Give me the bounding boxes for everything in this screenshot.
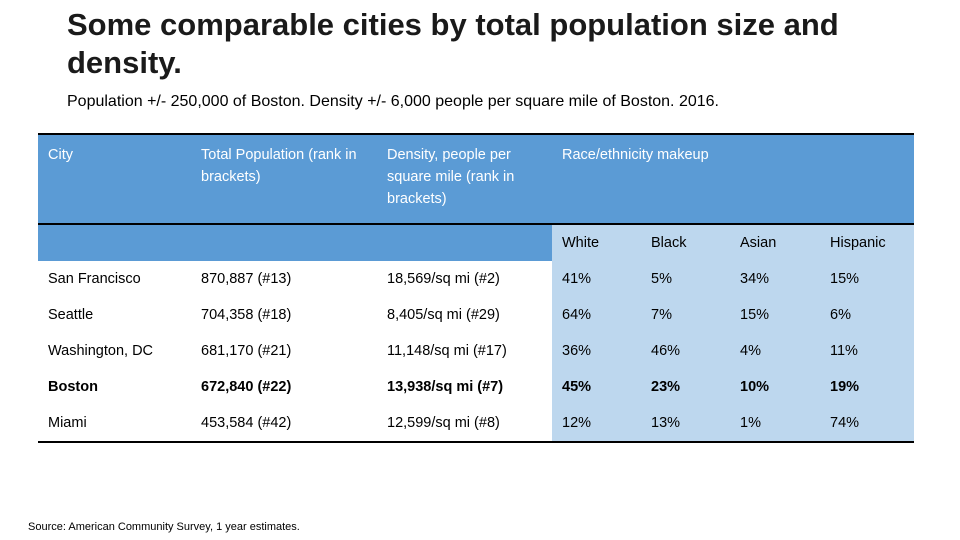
page-subtitle: Population +/- 250,000 of Boston. Densit… [67,93,719,110]
cell-city: Seattle [38,297,191,333]
subheader-hispanic: Hispanic [820,224,914,261]
cell-white: 64% [552,297,641,333]
subheader-white: White [552,224,641,261]
cell-hispanic: 15% [820,261,914,297]
table-header-row: City Total Population (rank in brackets)… [38,133,914,225]
cell-black: 7% [641,297,730,333]
cell-black: 5% [641,261,730,297]
cell-hispanic: 11% [820,333,914,369]
cell-white: 41% [552,261,641,297]
table-row: Seattle 704,358 (#18) 8,405/sq mi (#29) … [38,297,914,333]
subheader-blank [191,224,377,261]
page-title: Some comparable cities by total populati… [67,7,839,80]
cell-asian: 4% [730,333,820,369]
subheader-blank [38,224,191,261]
cell-asian: 15% [730,297,820,333]
cell-black: 46% [641,333,730,369]
cell-asian: 10% [730,369,820,405]
cell-density: 18,569/sq mi (#2) [377,261,552,297]
subheader-black: Black [641,224,730,261]
cell-city: San Francisco [38,261,191,297]
header-race: Race/ethnicity makeup [552,133,914,225]
header-population: Total Population (rank in brackets) [191,133,377,225]
cell-asian: 1% [730,405,820,443]
cell-city: Boston [38,369,191,405]
subheader-blank [377,224,552,261]
table-row: Miami 453,584 (#42) 12,599/sq mi (#8) 12… [38,405,914,443]
cell-density: 8,405/sq mi (#29) [377,297,552,333]
header-density: Density, people per square mile (rank in… [377,133,552,225]
cell-hispanic: 19% [820,369,914,405]
cell-population: 870,887 (#13) [191,261,377,297]
cell-density: 13,938/sq mi (#7) [377,369,552,405]
cell-hispanic: 6% [820,297,914,333]
cell-population: 453,584 (#42) [191,405,377,443]
table-row: San Francisco 870,887 (#13) 18,569/sq mi… [38,261,914,297]
cell-white: 45% [552,369,641,405]
cell-asian: 34% [730,261,820,297]
cell-density: 12,599/sq mi (#8) [377,405,552,443]
cell-population: 681,170 (#21) [191,333,377,369]
table-row: Washington, DC 681,170 (#21) 11,148/sq m… [38,333,914,369]
cities-table: City Total Population (rank in brackets)… [38,133,914,443]
cell-white: 36% [552,333,641,369]
cell-density: 11,148/sq mi (#17) [377,333,552,369]
cell-black: 23% [641,369,730,405]
subheader-asian: Asian [730,224,820,261]
source-note: Source: American Community Survey, 1 yea… [28,521,300,533]
cell-city: Washington, DC [38,333,191,369]
table-subheader-row: White Black Asian Hispanic [38,224,914,261]
cell-population: 672,840 (#22) [191,369,377,405]
header-city: City [38,133,191,225]
table-row-boston: Boston 672,840 (#22) 13,938/sq mi (#7) 4… [38,369,914,405]
cell-white: 12% [552,405,641,443]
cell-black: 13% [641,405,730,443]
cell-hispanic: 74% [820,405,914,443]
cell-population: 704,358 (#18) [191,297,377,333]
cell-city: Miami [38,405,191,443]
